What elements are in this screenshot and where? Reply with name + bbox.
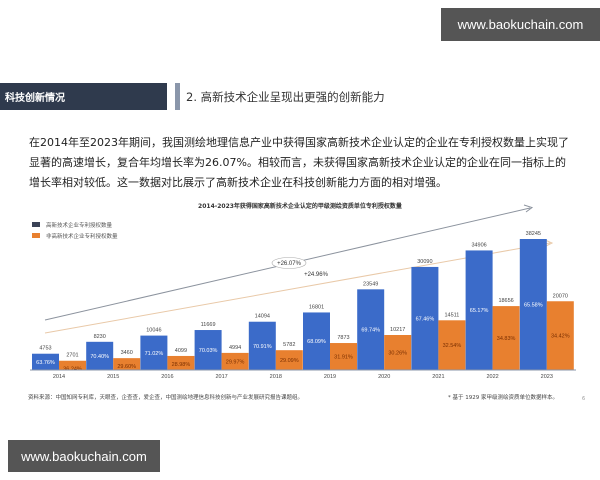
bar-value-high-tech: 38245 — [526, 231, 541, 237]
chart-title: 2014-2023年获得国家高新技术企业认定的甲级测绘资质单位专利授权数量 — [198, 203, 402, 210]
bar-value-non-high-tech: 3460 — [121, 350, 133, 356]
bar-share-high-tech: 70.91% — [253, 344, 272, 350]
watermark-top: www.baokuchain.com — [441, 8, 600, 41]
bar-value-non-high-tech: 10217 — [390, 327, 405, 333]
section-tag: 科技创新情况 — [0, 83, 167, 110]
legend-label-high-tech: 高新技术企业专利授权数量 — [46, 222, 113, 229]
bar-share-high-tech: 69.74% — [361, 328, 380, 334]
bar-share-high-tech: 65.58% — [524, 303, 543, 309]
bar-share-non-high-tech: 29.09% — [280, 358, 299, 364]
x-axis-tick-label: 2020 — [378, 374, 390, 380]
bar-non-high-tech — [221, 352, 249, 370]
bar-share-non-high-tech: 31.91% — [334, 355, 353, 361]
arrowhead-icon — [544, 239, 554, 247]
bar-share-high-tech: 67.46% — [416, 316, 435, 322]
cagr-label-non-high-tech: +24.96% — [304, 272, 329, 278]
bar-value-non-high-tech: 2701 — [66, 353, 78, 359]
bar-share-high-tech: 65.17% — [470, 308, 489, 314]
bar-non-high-tech — [330, 343, 357, 370]
bar-share-non-high-tech: 29.60% — [117, 364, 136, 370]
cagr-label-high-tech: +26.07% — [277, 261, 302, 267]
x-axis-tick-label: 2014 — [53, 374, 65, 380]
bar-value-non-high-tech: 7873 — [337, 335, 349, 341]
bar-value-non-high-tech: 5782 — [283, 342, 295, 348]
x-axis-tick-label: 2019 — [324, 374, 336, 380]
x-axis-tick-label: 2016 — [161, 374, 173, 380]
x-axis-tick-label: 2017 — [215, 374, 227, 380]
page-number: 6 — [582, 396, 586, 402]
bar-value-non-high-tech: 4994 — [229, 345, 241, 351]
x-axis-tick-label: 2018 — [270, 374, 282, 380]
legend-swatch-non-high-tech — [32, 233, 40, 238]
section-heading: 2. 高新技术企业呈现出更强的创新能力 — [186, 90, 385, 104]
bar-high-tech — [465, 250, 493, 370]
bar-non-high-tech — [492, 306, 520, 370]
bar-high-tech — [303, 312, 330, 370]
bar-value-high-tech: 4753 — [39, 346, 51, 352]
bar-non-high-tech — [113, 358, 141, 370]
bar-non-high-tech — [167, 355, 195, 370]
bar-value-high-tech: 14094 — [255, 314, 270, 320]
legend-swatch-high-tech — [32, 222, 40, 227]
sample-note: * 基于 1929 家甲级测绘资质单位数据样本。 — [448, 395, 558, 401]
bar-high-tech — [140, 335, 168, 370]
bar-share-non-high-tech: 29.97% — [226, 359, 245, 365]
legend-item-high-tech: 高新技术企业专利授权数量 — [32, 219, 118, 230]
bar-high-tech — [519, 239, 547, 370]
bar-high-tech — [357, 289, 385, 370]
bar-share-non-high-tech: 34.42% — [551, 334, 570, 340]
bar-value-high-tech: 23549 — [363, 281, 378, 287]
bar-non-high-tech — [438, 320, 466, 370]
bar-share-high-tech: 68.09% — [307, 339, 326, 345]
bar-non-high-tech — [59, 360, 86, 370]
bar-share-non-high-tech: 28.98% — [172, 362, 191, 368]
x-axis-tick-label: 2021 — [432, 374, 444, 380]
bar-value-non-high-tech: 4099 — [175, 348, 187, 354]
bar-value-high-tech: 11669 — [201, 322, 216, 328]
x-axis-tick-label: 2015 — [107, 374, 119, 380]
legend-item-non-high-tech: 非高新技术企业专利授权数量 — [32, 230, 118, 241]
bar-value-high-tech: 34906 — [471, 242, 486, 248]
bar-high-tech — [32, 353, 59, 370]
bar-share-non-high-tech: 30.26% — [388, 351, 407, 357]
bar-non-high-tech — [384, 335, 412, 370]
bar-value-non-high-tech: 20070 — [553, 293, 568, 299]
bar-share-high-tech: 70.03% — [199, 348, 218, 354]
bar-value-high-tech: 10046 — [146, 328, 161, 334]
accent-bar — [175, 83, 180, 110]
cagr-badge-high-tech — [271, 257, 307, 269]
bar-share-high-tech: 63.76% — [36, 360, 55, 366]
legend-label-non-high-tech: 非高新技术企业专利授权数量 — [46, 233, 118, 240]
bar-high-tech — [248, 321, 276, 370]
bar-share-non-high-tech: 32.54% — [443, 343, 462, 349]
body-paragraph: 在2014年至2023年期间，我国测绘地理信息产业中获得国家高新技术企业认定的企… — [29, 136, 569, 189]
bar-non-high-tech — [275, 350, 303, 370]
source-note: 资料来源：中国知网专利库，天眼查，企查查，爱企查，中国测绘地理信息科技创新与产业… — [28, 395, 304, 401]
watermark-bottom: www.baokuchain.com — [8, 440, 160, 472]
bar-share-high-tech: 70.40% — [90, 354, 109, 360]
bar-high-tech — [194, 330, 222, 370]
x-axis-tick-label: 2022 — [486, 374, 498, 380]
bar-value-non-high-tech: 18656 — [498, 298, 513, 304]
x-axis-tick-label: 2023 — [541, 374, 553, 380]
arrowhead-icon — [523, 204, 534, 213]
bar-value-high-tech: 30090 — [417, 259, 432, 265]
bar-value-high-tech: 16801 — [309, 304, 324, 310]
bar-share-non-high-tech: 34.83% — [497, 336, 516, 342]
bar-value-high-tech: 8230 — [94, 334, 106, 340]
bar-non-high-tech — [546, 301, 574, 370]
chart-legend: 高新技术企业专利授权数量 非高新技术企业专利授权数量 — [32, 219, 118, 241]
bar-high-tech — [411, 266, 439, 370]
bar-share-high-tech: 71.02% — [145, 351, 164, 357]
bar-high-tech — [86, 341, 114, 370]
bar-value-non-high-tech: 14511 — [444, 312, 459, 318]
